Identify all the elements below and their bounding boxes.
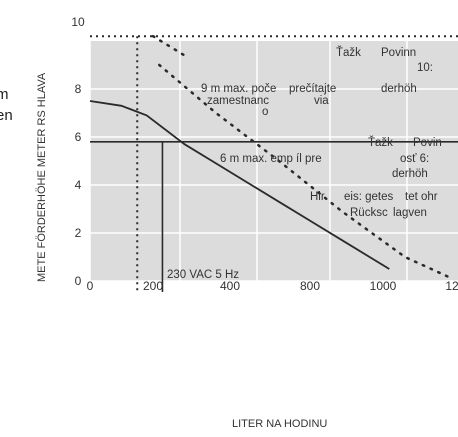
x-tick-labels: 0 200 400 800 1000 12 [87,279,458,293]
annotation-9: Ťažk [368,136,393,149]
plot-background [90,41,458,281]
annotation-10: Povin [413,137,442,149]
y-tick-labels: 0 2 4 6 8 10 [71,15,85,288]
series-line-0 [89,100,390,270]
page-title: m en [0,86,13,124]
horizontal-gridlines [90,88,458,282]
x-tick-label-2: 400 [220,279,240,293]
y-tick-label-1: 2 [75,226,82,240]
annotation-4: zamestnanc [207,95,269,107]
annotation-13: derhöh [392,168,428,180]
annotation-7: via [314,95,329,107]
x-tick-label-4: 1000 [370,279,397,293]
annotation-8: derhöh [381,83,417,95]
y-tick-label-5: 10 [71,15,85,29]
annotation-15: eis: getes [344,191,393,203]
x-axis-label: LITER NA HODINU [232,418,327,430]
annotation-18: lagven [393,207,427,219]
y-tick-label-0: 0 [75,274,82,288]
annotation-19: 230 VAC 5 Hz [167,269,239,281]
x-tick-label-5: 12 [445,279,458,293]
annotation-12: osť 6: [400,153,429,165]
y-axis-label: METE FÖRDERHÖHE METER RS HLAVA [36,72,48,282]
x-tick-label-1: 200 [143,279,163,293]
annotation-3: 9 m max. poče [201,83,276,95]
x-tick-label-3: 800 [300,279,320,293]
y-tick-label-2: 4 [75,178,82,192]
annotation-1: Povinn [381,47,416,59]
y-tick-label-3: 6 [75,130,82,144]
annotation-11: 6 m max. emp íl pre [220,153,322,165]
annotation-17: Rücksc [350,207,388,219]
annotation-16: tet ohr [405,191,438,203]
y-tick-label-4: 8 [75,82,82,96]
annotation-14: Hir [310,191,325,203]
x-tick-label-0: 0 [87,279,94,293]
annotation-6: prečítajte [289,83,336,95]
series-lines [89,34,454,280]
reference-lines [90,35,458,292]
series-line-1 [158,63,454,280]
annotation-5: o [262,106,268,118]
series-line-2 [151,34,186,57]
annotation-2: 10: [417,62,433,74]
annotation-0: Ťažk [336,46,361,59]
